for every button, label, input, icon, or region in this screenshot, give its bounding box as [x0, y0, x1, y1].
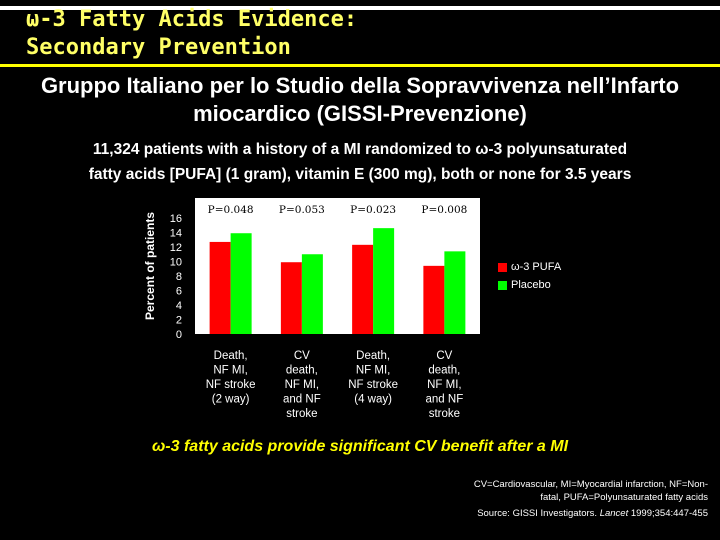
abbreviations-line-1: CV=Cardiovascular, MI=Myocardial infarct… — [473, 479, 708, 490]
x-category-label: NF MI, — [427, 379, 462, 391]
source-suffix: 1999;354:447-455 — [628, 508, 708, 519]
bar — [352, 244, 374, 334]
study-name-line-1: Gruppo Italiano per lo Studio della Sopr… — [40, 73, 680, 98]
x-category-label: and NF — [426, 394, 464, 406]
legend-swatch-pufa — [498, 262, 507, 272]
abbreviations-note: CV=Cardiovascular, MI=Myocardial infarct… — [450, 478, 708, 504]
abbreviations-line-2: fatal, PUFA=Polyunsaturated fatty acids — [540, 492, 708, 503]
p-value-label: P=0.048 — [208, 204, 254, 216]
study-description-line-2: fatty acids [PUFA] (1 gram), vitamin E (… — [88, 166, 632, 183]
study-description: 11,324 patients with a history of a MI r… — [20, 137, 700, 187]
p-value-label: P=0.053 — [279, 204, 325, 216]
x-category-label: NF stroke — [206, 379, 256, 391]
y-tick-label: 0 — [176, 329, 182, 341]
y-axis-title: Percent of patients — [143, 212, 157, 320]
bar — [423, 265, 445, 334]
legend-swatch-placebo — [498, 280, 507, 290]
x-category-label: NF MI, — [285, 379, 320, 391]
x-category-label: stroke — [429, 408, 460, 420]
slide-title: ω-3 Fatty Acids Evidence: Secondary Prev… — [26, 6, 357, 62]
x-category-label: NF stroke — [348, 379, 398, 391]
y-tick-label: 10 — [170, 257, 182, 269]
title-underline — [0, 64, 720, 67]
x-category-label: stroke — [286, 408, 317, 420]
study-description-line-1: 11,324 patients with a history of a MI r… — [92, 141, 628, 158]
x-category-label: death, — [428, 365, 460, 377]
x-category-label: Death, — [214, 350, 248, 362]
bar — [373, 228, 395, 334]
p-value-label: P=0.023 — [350, 204, 396, 216]
bar — [301, 254, 323, 334]
x-category-label: CV — [294, 350, 310, 362]
study-name-line-2: miocardico (GISSI-Prevenzione) — [193, 101, 527, 126]
bar — [444, 251, 466, 334]
x-category-label: (2 way) — [212, 394, 250, 406]
y-tick-label: 12 — [170, 242, 182, 254]
bar — [209, 241, 231, 334]
x-category-label: NF MI, — [213, 365, 248, 377]
y-tick-label: 14 — [170, 228, 182, 240]
source-journal: Lancet — [599, 508, 629, 519]
bar — [230, 233, 252, 334]
source-prefix: Source: GISSI Investigators. — [477, 508, 600, 519]
x-category-label: death, — [286, 365, 318, 377]
y-tick-label: 6 — [176, 286, 182, 298]
x-category-label: and NF — [283, 394, 321, 406]
slide-title-line-2: Secondary Prevention — [26, 35, 291, 60]
legend-item-pufa: ω-3 PUFA — [498, 258, 561, 276]
y-tick-label: 8 — [176, 271, 182, 283]
y-tick-label: 4 — [176, 300, 182, 312]
conclusion-statement: ω-3 fatty acids provide significant CV b… — [151, 438, 569, 455]
y-tick-label: 2 — [176, 315, 182, 327]
x-category-label: NF MI, — [356, 365, 391, 377]
y-tick-label: 16 — [170, 213, 182, 225]
x-category-label: Death, — [356, 350, 390, 362]
study-name: Gruppo Italiano per lo Studio della Sopr… — [0, 72, 720, 128]
slide-title-line-1: ω-3 Fatty Acids Evidence: — [26, 7, 358, 32]
legend-label-placebo: Placebo — [511, 279, 551, 291]
legend-label-pufa: ω-3 PUFA — [511, 261, 562, 273]
bar — [280, 262, 302, 334]
source-citation: Source: GISSI Investigators. Lancet 1999… — [380, 508, 708, 519]
chart-legend: ω-3 PUFA Placebo — [498, 258, 561, 294]
x-category-label: (4 way) — [354, 394, 392, 406]
bar-chart: Percent of patients 0 2 4 6 8 10 12 14 16 P=0.048 D… — [143, 198, 480, 420]
x-category-label: CV — [436, 350, 452, 362]
title-band — [0, 0, 720, 64]
legend-item-placebo: Placebo — [498, 276, 561, 294]
p-value-label: P=0.008 — [421, 204, 467, 216]
